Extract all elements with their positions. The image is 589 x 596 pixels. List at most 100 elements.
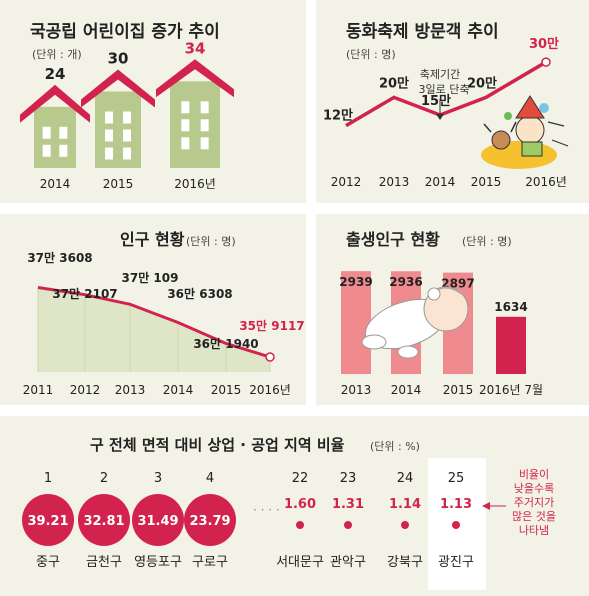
x-tick-label: 2013 (379, 175, 410, 189)
rank-label: 3 (154, 471, 162, 486)
x-tick-label: 영등포구 (134, 555, 182, 570)
annotation-arrowhead (436, 114, 444, 120)
value-label: 35만 9117 (239, 318, 304, 333)
district-ratio-chart: 구 전체 면적 대비 상업 · 공업 지역 비율 (단위 : %) 1 39.21… (0, 416, 589, 596)
house-window (123, 129, 131, 142)
annotation: 축제기간 3일로 단축 (419, 68, 469, 120)
x-tick-label: 금천구 (86, 555, 122, 570)
value-label: 2936 (389, 275, 422, 289)
house-window (59, 144, 68, 157)
house-bar (20, 84, 90, 168)
value-label: 2939 (339, 275, 372, 289)
baby-illustration (361, 286, 469, 359)
rank-label: 22 (292, 471, 309, 486)
ratio-circle (78, 494, 130, 546)
ratio-circle (296, 521, 304, 529)
ratio-circle (401, 521, 409, 529)
rank-label: 25 (448, 471, 465, 486)
column-divider (306, 214, 316, 406)
x-tick-label: 2015 (471, 175, 502, 189)
chart-unit: (단위 : 명) (462, 235, 512, 248)
x-tick-label: 2012 (331, 175, 362, 189)
x-tick-label: 2016년 7월 (479, 383, 543, 397)
note-line: 주거지가 (514, 496, 554, 509)
house-window (200, 119, 209, 132)
house-body (34, 106, 76, 168)
rank-label: 4 (206, 471, 214, 486)
x-tick-label: 구로구 (192, 555, 228, 570)
house-window (123, 147, 131, 160)
house-window (42, 144, 51, 157)
value-label: 12만 (323, 108, 353, 124)
x-tick-label: 서대문구 (276, 555, 324, 570)
house-window (42, 126, 51, 139)
section-divider (0, 203, 589, 214)
note-line: 낮을수록 (514, 482, 554, 495)
x-tick-label: 2013 (115, 383, 146, 397)
x-tick-label: 광진구 (438, 555, 474, 570)
bar (341, 271, 371, 374)
x-tick-label: 2014 (163, 383, 194, 397)
house-bar (81, 69, 155, 168)
note-line: 비율이 (519, 468, 549, 481)
chart-unit: (단위 : %) (370, 440, 420, 453)
annotation-line: 축제기간 (420, 68, 460, 81)
value-label: 36만 6308 (167, 286, 232, 301)
value-label: 30 (108, 50, 129, 68)
note: 비율이 낮을수록 주거지가 많은 것을 나타냄 (482, 468, 556, 537)
house-roof (20, 84, 90, 123)
section-divider (0, 405, 589, 416)
house-body (170, 81, 220, 168)
ratio-circle (22, 494, 74, 546)
x-tick-label: 2014 (425, 175, 456, 189)
value-label: 37만 2107 (52, 286, 117, 301)
x-tick-label: 2014 (40, 177, 71, 191)
festival-illustration (481, 95, 569, 169)
x-tick-label: 중구 (36, 555, 60, 570)
x-tick-label: 2012 (70, 383, 101, 397)
chart-title: 구 전체 면적 대비 상업 · 공업 지역 비율 (90, 436, 345, 454)
x-tick-label: 2016년 (249, 383, 291, 397)
chart-unit: (단위 : 명) (346, 48, 396, 61)
house-window (123, 111, 131, 124)
house-window (181, 137, 190, 150)
value-label: 1.60 (284, 497, 316, 512)
x-tick-label: 2016년 (525, 175, 567, 189)
house-window (59, 126, 68, 139)
value-label: 39.21 (27, 514, 68, 529)
rank-label: 24 (397, 471, 414, 486)
data-point (541, 57, 551, 67)
chart-title: 인구 현황 (120, 230, 185, 249)
house-roof (81, 69, 155, 108)
x-tick-label: 2015 (103, 177, 134, 191)
ratio-circle (452, 521, 460, 529)
value-label: 1.14 (389, 497, 421, 512)
x-tick-label: 2013 (341, 383, 372, 397)
value-label: 1.31 (332, 497, 364, 512)
house-window (105, 147, 113, 160)
bar (496, 316, 526, 374)
note-line: 나타냄 (519, 524, 549, 537)
ellipsis: · · · · (253, 503, 280, 517)
value-label: 15만 (421, 93, 451, 109)
x-tick-label: 강북구 (387, 555, 423, 570)
value-label: 34 (185, 39, 206, 57)
house-window (105, 129, 113, 142)
chart-title: 출생인구 현황 (346, 230, 440, 249)
x-tick-label: 2016년 (174, 177, 216, 191)
x-tick-label: 2015 (211, 383, 242, 397)
column-divider (306, 0, 316, 205)
chart-unit: (단위 : 개) (32, 48, 82, 61)
value-label: 37만 109 (122, 270, 179, 285)
area-fill (38, 287, 270, 372)
house-roof (156, 59, 234, 98)
house-window (105, 111, 113, 124)
x-tick-label: 2011 (23, 383, 54, 397)
value-label: 1634 (494, 300, 527, 314)
value-label: 36만 1940 (193, 336, 258, 351)
value-label: 30만 (529, 36, 559, 52)
house-bar (156, 59, 234, 168)
population-chart: 인구 현황 (단위 : 명) 37만 3608 2011 37만 2107 2012 3… (0, 214, 306, 405)
ratio-circle (184, 494, 236, 546)
